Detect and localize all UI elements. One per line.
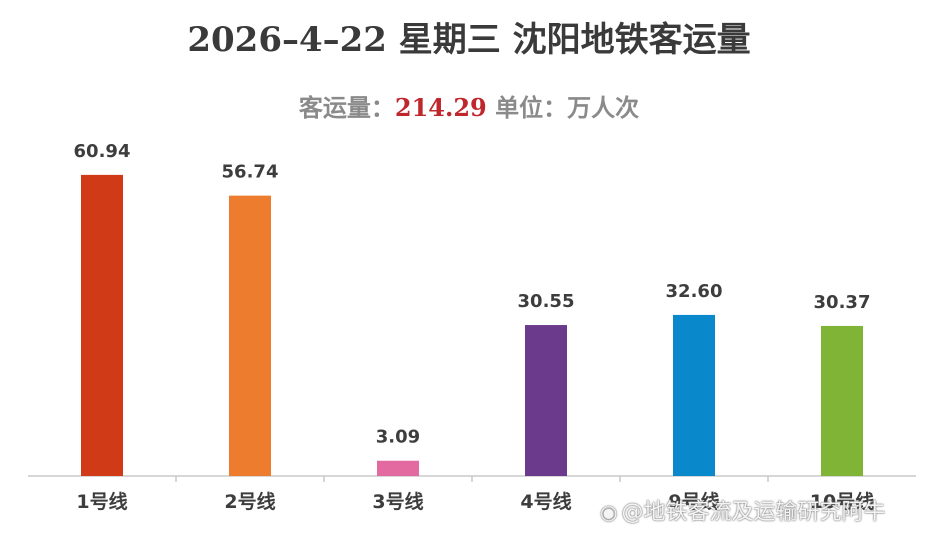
chart-subtitle: 客运量：214.29 单位：万人次 [0, 88, 938, 123]
data-label: 3.09 [376, 427, 420, 448]
x-tick-label: 3号线 [372, 490, 423, 513]
subtitle-prefix: 客运量： [298, 93, 395, 122]
x-tick-label: 9号线 [668, 490, 719, 513]
data-label: 60.94 [74, 141, 131, 162]
total-ridership: 214.29 [394, 93, 487, 122]
bar [377, 460, 419, 476]
x-tick-label: 2号线 [224, 490, 275, 513]
bar [525, 325, 567, 476]
bar [81, 174, 123, 476]
bar [229, 195, 271, 477]
bar [673, 314, 715, 476]
x-tick-label: 10号线 [810, 490, 874, 513]
x-tick-label: 1号线 [76, 490, 127, 513]
data-label: 30.37 [814, 292, 871, 313]
data-label: 30.55 [518, 291, 575, 312]
data-label: 56.74 [222, 162, 279, 183]
subtitle-unit: 单位：万人次 [486, 93, 640, 122]
weibo-logo-icon: ◉ [600, 500, 618, 524]
data-label: 32.60 [666, 281, 723, 302]
x-tick-label: 4号线 [520, 490, 571, 513]
watermark: ◉ @地铁客流及运输研究阿牛 [600, 494, 885, 526]
watermark-text: @地铁客流及运输研究阿牛 [621, 500, 886, 525]
bar [821, 325, 863, 476]
chart-title: 2026–4–22 星期三 沈阳地铁客运量 [187, 20, 751, 60]
